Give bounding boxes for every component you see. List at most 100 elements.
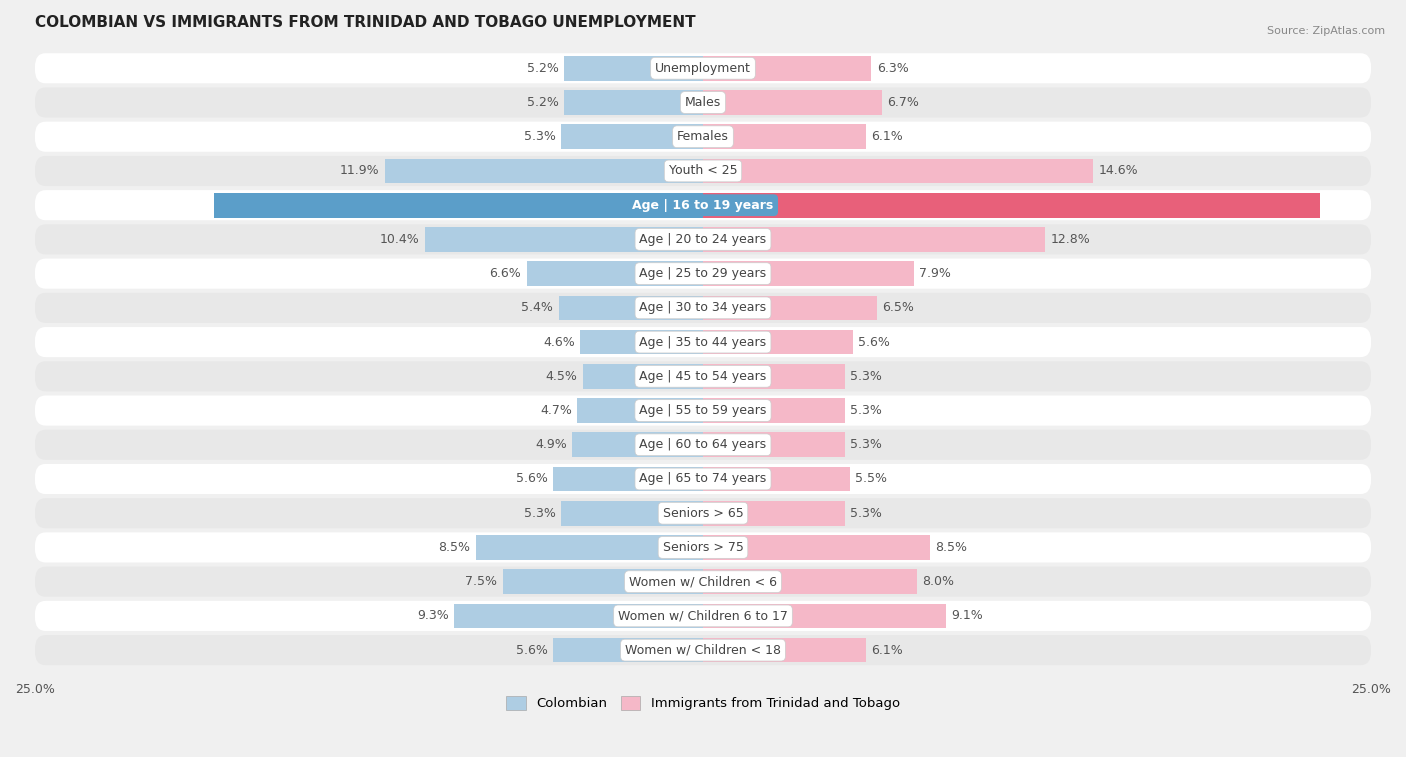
Text: 5.3%: 5.3% xyxy=(851,370,882,383)
Text: 4.5%: 4.5% xyxy=(546,370,578,383)
Text: 8.0%: 8.0% xyxy=(922,575,955,588)
Bar xyxy=(564,56,703,80)
Text: 5.6%: 5.6% xyxy=(516,472,548,485)
Text: 8.5%: 8.5% xyxy=(439,541,471,554)
Text: 8.5%: 8.5% xyxy=(935,541,967,554)
FancyBboxPatch shape xyxy=(35,464,1371,494)
FancyBboxPatch shape xyxy=(35,224,1371,254)
Bar xyxy=(425,227,703,252)
Text: 5.2%: 5.2% xyxy=(527,96,558,109)
Bar xyxy=(703,364,845,388)
FancyBboxPatch shape xyxy=(35,635,1371,665)
Text: Youth < 25: Youth < 25 xyxy=(669,164,737,177)
Text: 5.3%: 5.3% xyxy=(851,506,882,520)
Text: 11.9%: 11.9% xyxy=(340,164,380,177)
Text: 23.1%: 23.1% xyxy=(1326,198,1369,212)
FancyBboxPatch shape xyxy=(35,190,1371,220)
Bar xyxy=(703,398,845,423)
Bar xyxy=(703,603,946,628)
Text: Source: ZipAtlas.com: Source: ZipAtlas.com xyxy=(1267,26,1385,36)
Text: 5.3%: 5.3% xyxy=(524,130,555,143)
Text: Unemployment: Unemployment xyxy=(655,62,751,75)
Bar xyxy=(564,90,703,115)
FancyBboxPatch shape xyxy=(35,601,1371,631)
Bar xyxy=(502,569,703,594)
Bar xyxy=(385,159,703,183)
Text: 6.5%: 6.5% xyxy=(882,301,914,314)
Bar xyxy=(703,501,845,525)
FancyBboxPatch shape xyxy=(35,293,1371,323)
FancyBboxPatch shape xyxy=(35,567,1371,597)
Bar xyxy=(703,638,866,662)
Bar xyxy=(554,638,703,662)
Text: Women w/ Children < 18: Women w/ Children < 18 xyxy=(626,643,780,656)
Bar xyxy=(454,603,703,628)
Text: Age | 16 to 19 years: Age | 16 to 19 years xyxy=(633,198,773,212)
Text: Age | 45 to 54 years: Age | 45 to 54 years xyxy=(640,370,766,383)
Bar xyxy=(703,90,882,115)
Text: 5.3%: 5.3% xyxy=(851,438,882,451)
Text: 5.6%: 5.6% xyxy=(858,335,890,348)
Text: 10.4%: 10.4% xyxy=(380,233,420,246)
Bar xyxy=(581,330,703,354)
Bar xyxy=(527,261,703,286)
Text: 4.6%: 4.6% xyxy=(543,335,575,348)
Text: Age | 35 to 44 years: Age | 35 to 44 years xyxy=(640,335,766,348)
Bar xyxy=(578,398,703,423)
Text: 4.7%: 4.7% xyxy=(540,404,572,417)
FancyBboxPatch shape xyxy=(35,361,1371,391)
Text: Age | 55 to 59 years: Age | 55 to 59 years xyxy=(640,404,766,417)
Bar xyxy=(554,466,703,491)
Text: 6.3%: 6.3% xyxy=(877,62,908,75)
Text: Women w/ Children < 6: Women w/ Children < 6 xyxy=(628,575,778,588)
Bar xyxy=(475,535,703,559)
FancyBboxPatch shape xyxy=(35,430,1371,459)
Text: Females: Females xyxy=(678,130,728,143)
Text: Seniors > 75: Seniors > 75 xyxy=(662,541,744,554)
Bar xyxy=(703,56,872,80)
Text: Age | 30 to 34 years: Age | 30 to 34 years xyxy=(640,301,766,314)
Bar xyxy=(703,261,914,286)
FancyBboxPatch shape xyxy=(35,156,1371,186)
Bar xyxy=(558,295,703,320)
Bar xyxy=(582,364,703,388)
Text: 7.5%: 7.5% xyxy=(465,575,498,588)
Text: Males: Males xyxy=(685,96,721,109)
Text: 5.3%: 5.3% xyxy=(851,404,882,417)
Text: 12.8%: 12.8% xyxy=(1050,233,1090,246)
Text: Age | 65 to 74 years: Age | 65 to 74 years xyxy=(640,472,766,485)
Bar xyxy=(703,569,917,594)
Text: 6.1%: 6.1% xyxy=(872,130,903,143)
FancyBboxPatch shape xyxy=(35,88,1371,117)
Bar xyxy=(703,193,1320,217)
Bar xyxy=(703,466,851,491)
Text: Age | 25 to 29 years: Age | 25 to 29 years xyxy=(640,267,766,280)
Text: Age | 20 to 24 years: Age | 20 to 24 years xyxy=(640,233,766,246)
Bar xyxy=(703,432,845,457)
Bar xyxy=(703,227,1045,252)
FancyBboxPatch shape xyxy=(35,122,1371,152)
Text: Seniors > 65: Seniors > 65 xyxy=(662,506,744,520)
Text: 9.1%: 9.1% xyxy=(952,609,983,622)
Bar xyxy=(703,295,877,320)
FancyBboxPatch shape xyxy=(35,498,1371,528)
Text: 4.9%: 4.9% xyxy=(534,438,567,451)
Text: 7.9%: 7.9% xyxy=(920,267,952,280)
Text: Age | 60 to 64 years: Age | 60 to 64 years xyxy=(640,438,766,451)
Text: 6.7%: 6.7% xyxy=(887,96,920,109)
Bar xyxy=(703,124,866,149)
Bar xyxy=(703,159,1092,183)
Text: 18.3%: 18.3% xyxy=(166,198,208,212)
FancyBboxPatch shape xyxy=(35,395,1371,425)
FancyBboxPatch shape xyxy=(35,53,1371,83)
Text: 14.6%: 14.6% xyxy=(1098,164,1137,177)
Text: 6.6%: 6.6% xyxy=(489,267,522,280)
Legend: Colombian, Immigrants from Trinidad and Tobago: Colombian, Immigrants from Trinidad and … xyxy=(501,690,905,715)
Text: 5.3%: 5.3% xyxy=(524,506,555,520)
Text: 5.2%: 5.2% xyxy=(527,62,558,75)
Text: 5.6%: 5.6% xyxy=(516,643,548,656)
Bar xyxy=(703,535,931,559)
Bar xyxy=(561,124,703,149)
FancyBboxPatch shape xyxy=(35,259,1371,288)
Bar xyxy=(703,330,852,354)
